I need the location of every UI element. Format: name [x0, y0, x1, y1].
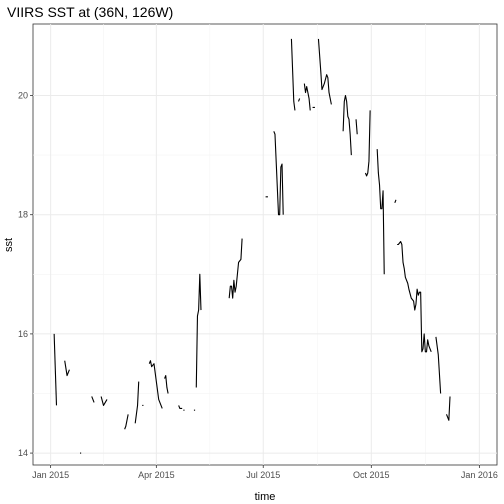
sst-line-segment — [148, 360, 163, 409]
x-axis: Jan 2015 Apr 2015 Jul 2015 Oct 2015 Jan 2016 — [32, 465, 498, 480]
sst-line-segment — [228, 238, 243, 299]
y-tick-label: 16 — [18, 329, 28, 339]
sst-line-segment — [164, 375, 169, 394]
sst-line-segment — [91, 396, 95, 403]
sst-series — [53, 38, 451, 454]
x-tick-label: Jul 2015 — [246, 470, 280, 480]
sst-line-segment — [178, 405, 183, 409]
x-tick-label: Jan 2015 — [32, 470, 69, 480]
sst-line-segment — [64, 360, 70, 377]
sst-line-segment — [435, 336, 442, 394]
sst-line-segment — [364, 110, 371, 177]
x-tick-label: Jan 2016 — [461, 470, 498, 480]
x-tick-label: Apr 2015 — [138, 470, 175, 480]
y-tick-label: 14 — [18, 448, 28, 458]
y-tick-label: 18 — [18, 210, 28, 220]
sst-line-segment — [397, 240, 432, 353]
sst-line-segment — [303, 83, 311, 111]
minor-grid — [33, 24, 497, 465]
sst-line-segment — [100, 396, 108, 406]
sst-line-segment — [53, 333, 58, 406]
x-tick-label: Oct 2015 — [353, 470, 390, 480]
sst-line-segment — [290, 38, 296, 111]
sst-line-segment — [376, 149, 385, 275]
y-axis-title: sst — [3, 238, 15, 252]
sst-line-segment — [195, 273, 202, 388]
y-axis: 14 16 18 20 — [18, 91, 33, 458]
major-grid — [33, 24, 497, 465]
chart-title: VIIRS SST at (36N, 126W) — [7, 4, 173, 20]
sst-line-segment — [355, 119, 358, 135]
sst-line-segment — [394, 199, 397, 203]
sst-line-segment — [317, 38, 332, 105]
sst-line-segment — [445, 396, 451, 421]
sst-line-segment — [134, 381, 140, 424]
plot-panel — [32, 23, 498, 466]
sst-line-segment — [342, 94, 352, 156]
x-axis-title: time — [255, 491, 276, 503]
sst-line-segment — [273, 131, 284, 216]
sst-line-segment — [124, 414, 129, 430]
y-tick-label: 20 — [18, 91, 28, 101]
sst-line-segment — [297, 98, 301, 102]
